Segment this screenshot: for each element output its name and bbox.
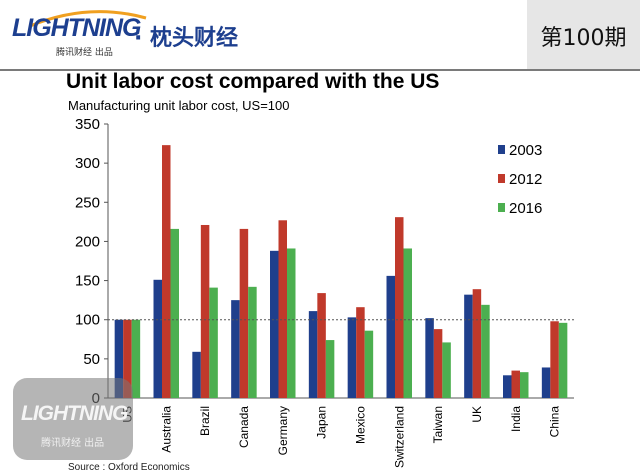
x-category-label: China [548, 406, 562, 438]
watermark-subtext: 腾讯财经 出品 [41, 438, 105, 449]
y-tick-label: 100 [75, 312, 100, 329]
bar-2003-mexico [347, 317, 357, 398]
y-tick-label: 250 [75, 194, 100, 211]
legend-swatch-2012 [498, 174, 505, 183]
bar-2012-china [550, 321, 559, 398]
bar-2012-japan [317, 293, 326, 398]
header-bar: LIGHTNING 腾讯财经 出品 · 枕头财经 第100期 [0, 0, 640, 70]
y-tick-label: 50 [83, 351, 100, 368]
x-category-label: UK [470, 406, 484, 423]
bar-2003-china [541, 367, 551, 398]
bar-2016-switzerland [403, 248, 412, 398]
header-divider [0, 69, 640, 71]
logo-arc-icon [29, 10, 147, 28]
bar-2012-australia [162, 145, 171, 398]
bar-2016-japan [325, 340, 335, 398]
chart-subtitle: Manufacturing unit labor cost, US=100 [68, 98, 290, 113]
y-tick-label: 200 [75, 233, 100, 250]
bar-2012-taiwan [433, 329, 443, 398]
x-category-label: Brazil [198, 406, 212, 436]
bar-2016-brazil [209, 287, 218, 398]
chart-title: Unit labor cost compared with the US [66, 70, 440, 93]
bar-2012-brazil [200, 224, 210, 398]
bar-2003-uk [464, 294, 473, 398]
logo-subtext: 腾讯财经 出品 [56, 48, 113, 58]
y-tick-label: 150 [75, 273, 100, 290]
x-category-label: Taiwan [431, 406, 445, 443]
bar-2003-india [503, 375, 512, 398]
bar-2012-us [123, 319, 132, 398]
bar-2003-taiwan [425, 318, 434, 398]
bar-2012-switzerland [395, 217, 404, 398]
bar-2016-canada [248, 286, 257, 398]
bar-2012-germany [278, 220, 287, 398]
source-note: Source : Oxford Economics [68, 462, 190, 473]
bar-2016-australia [170, 228, 179, 398]
bar-2016-taiwan [442, 342, 451, 398]
bar-2016-india [520, 372, 529, 398]
bar-2016-mexico [364, 330, 374, 398]
issue-badge: 第100期 [527, 0, 640, 69]
bar-2016-china [558, 322, 568, 398]
brand-name: · 枕头财经 [134, 26, 239, 51]
issue-label: 第100期 [540, 26, 627, 51]
bar-2016-germany [287, 248, 296, 398]
x-category-label: India [509, 406, 523, 432]
y-tick-label: 350 [75, 116, 100, 133]
watermark-logo: LIGHTNING 腾讯财经 出品 [13, 378, 133, 460]
bar-2003-switzerland [386, 275, 395, 398]
legend-label: 2016 [509, 200, 542, 217]
legend-label: 2003 [509, 142, 542, 159]
legend-label: 2012 [509, 171, 542, 188]
bar-2012-mexico [356, 307, 365, 398]
bar-2012-uk [472, 289, 482, 398]
bar-2016-us [131, 319, 141, 398]
bar-2012-canada [239, 228, 249, 398]
x-category-label: Mexico [353, 406, 367, 444]
bar-2003-japan [308, 311, 318, 398]
bar-2003-australia [153, 279, 162, 398]
legend-swatch-2016 [498, 203, 505, 212]
x-category-label: Germany [276, 406, 290, 455]
bar-2003-brazil [192, 351, 201, 398]
watermark-text: LIGHTNING [21, 402, 128, 425]
logo: LIGHTNING [12, 14, 141, 42]
bar-2003-us [114, 319, 124, 398]
legend-swatch-2003 [498, 145, 505, 154]
x-category-label: Australia [159, 406, 173, 453]
bar-2016-uk [481, 304, 490, 398]
y-tick-label: 300 [75, 155, 100, 172]
bar-2012-india [511, 370, 520, 398]
x-category-label: Canada [237, 406, 251, 448]
bar-2003-canada [231, 300, 240, 398]
bar-2003-germany [270, 250, 279, 398]
x-category-label: Japan [315, 406, 329, 439]
x-category-label: Switzerland [392, 406, 406, 468]
